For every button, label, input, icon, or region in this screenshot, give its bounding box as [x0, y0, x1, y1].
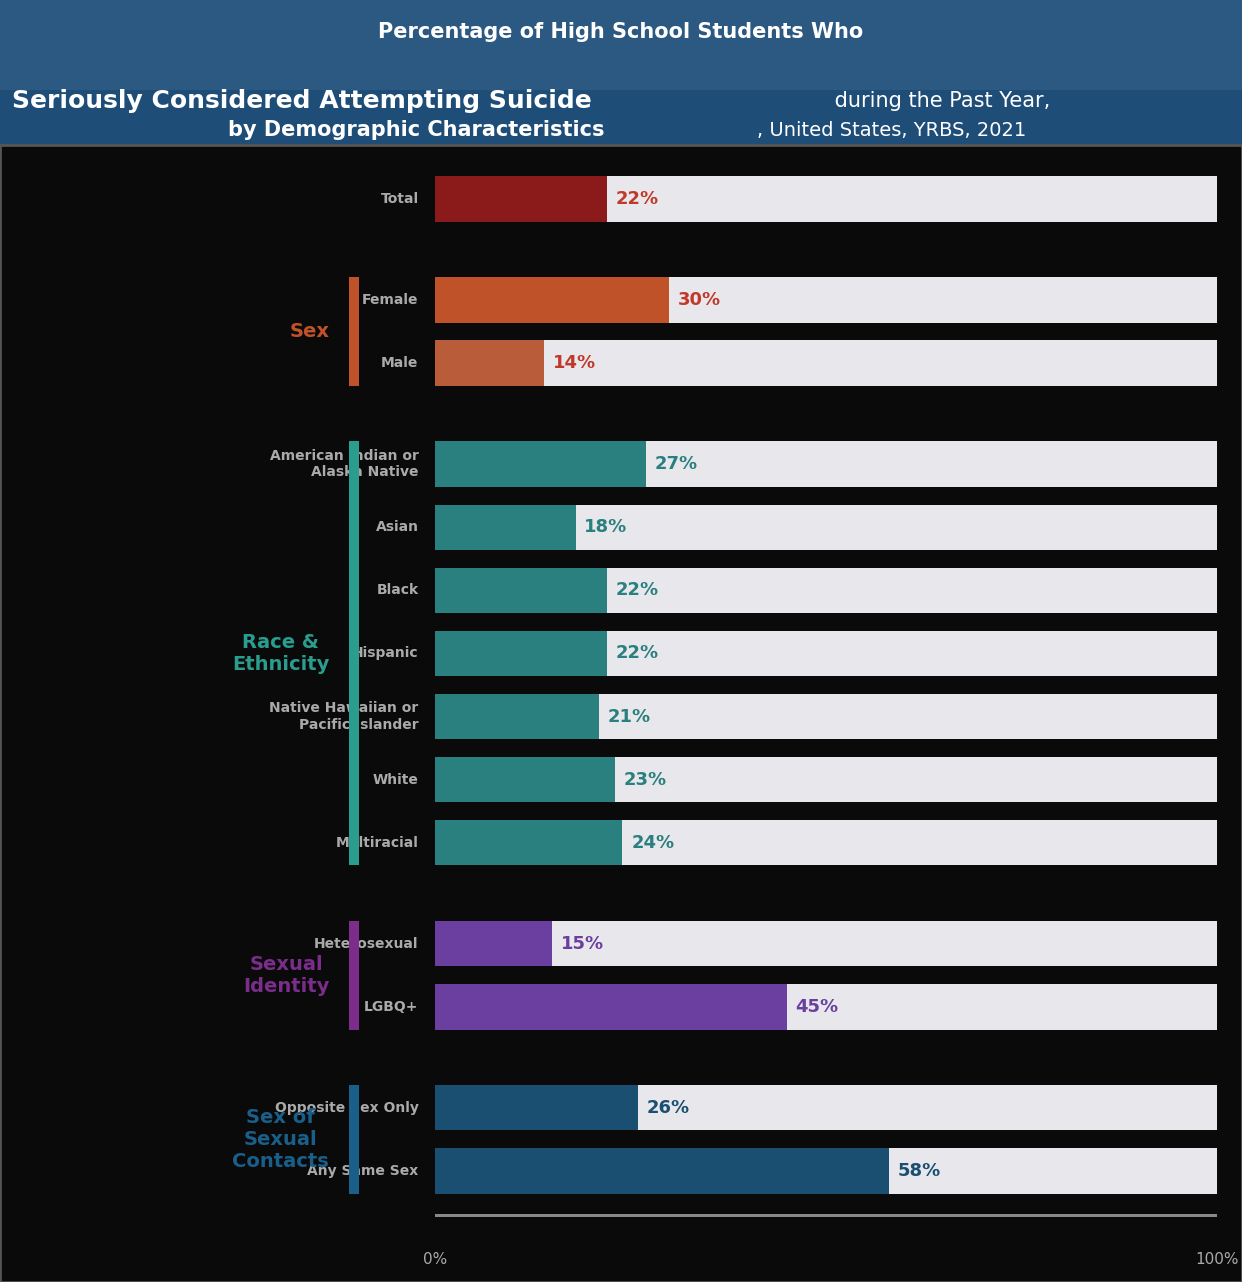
Bar	[435, 820, 1217, 865]
Bar	[435, 1149, 888, 1194]
Text: 100%: 100%	[1195, 1251, 1240, 1267]
Bar	[435, 985, 1217, 1029]
Bar	[435, 694, 599, 740]
Text: Asian: Asian	[375, 520, 419, 535]
Text: Race &
Ethnicity: Race & Ethnicity	[232, 633, 329, 674]
Text: 22%: 22%	[616, 645, 658, 663]
Bar	[349, 441, 359, 865]
Bar	[435, 756, 1217, 803]
Bar	[435, 568, 1217, 613]
Bar	[435, 441, 1217, 487]
Text: Hispanic: Hispanic	[351, 646, 419, 660]
Text: Any Same Sex: Any Same Sex	[307, 1164, 419, 1178]
Text: by Demographic Characteristics: by Demographic Characteristics	[227, 121, 605, 141]
Text: Male: Male	[381, 356, 419, 370]
Text: 27%: 27%	[655, 455, 698, 473]
Bar	[435, 631, 607, 676]
Bar	[435, 920, 551, 967]
Text: Sexual
Identity: Sexual Identity	[242, 955, 329, 996]
Bar	[435, 441, 646, 487]
Bar	[435, 341, 544, 386]
Bar	[349, 277, 359, 386]
Bar	[435, 177, 607, 222]
Text: 22%: 22%	[616, 190, 658, 208]
Text: Opposite Sex Only: Opposite Sex Only	[274, 1101, 419, 1115]
Text: , United States, YRBS, 2021: , United States, YRBS, 2021	[758, 121, 1026, 140]
Bar	[435, 756, 615, 803]
Text: 23%: 23%	[623, 770, 667, 788]
Text: Total: Total	[380, 192, 419, 206]
Bar	[435, 1085, 1217, 1131]
Bar	[0, 0, 1242, 90]
Bar	[435, 985, 787, 1029]
Bar	[435, 505, 575, 550]
Text: 18%: 18%	[584, 518, 627, 536]
Bar	[435, 277, 1217, 323]
Text: during the Past Year,: during the Past Year,	[828, 91, 1049, 112]
Bar	[435, 920, 1217, 967]
Bar	[435, 277, 669, 323]
Text: Heterosexual: Heterosexual	[314, 937, 419, 951]
Bar	[349, 1085, 359, 1194]
Text: 21%: 21%	[607, 708, 651, 726]
Bar	[435, 820, 622, 865]
Bar	[435, 631, 1217, 676]
Bar	[435, 1214, 1217, 1217]
Text: 0%: 0%	[422, 1251, 447, 1267]
Text: Native Hawaiian or
Pacific Islander: Native Hawaiian or Pacific Islander	[270, 701, 419, 732]
Bar	[435, 341, 1217, 386]
Text: American Indian or
Alaska Native: American Indian or Alaska Native	[270, 449, 419, 479]
Bar	[349, 920, 359, 1029]
Text: Seriously Considered Attempting Suicide: Seriously Considered Attempting Suicide	[12, 90, 591, 113]
Text: Sex: Sex	[289, 322, 329, 341]
Text: LGBQ+: LGBQ+	[364, 1000, 419, 1014]
Text: Multiracial: Multiracial	[335, 836, 419, 850]
Text: Female: Female	[363, 294, 419, 308]
Text: Black: Black	[376, 583, 419, 597]
Bar	[435, 177, 1217, 222]
Text: 45%: 45%	[795, 997, 838, 1015]
Text: 22%: 22%	[616, 581, 658, 600]
Bar	[435, 694, 1217, 740]
Bar	[0, 90, 1242, 145]
Text: 26%: 26%	[647, 1099, 691, 1117]
Bar	[435, 1085, 638, 1131]
Text: 14%: 14%	[553, 354, 596, 372]
Bar	[435, 505, 1217, 550]
Text: Percentage of High School Students Who: Percentage of High School Students Who	[379, 22, 863, 42]
Text: 58%: 58%	[897, 1161, 940, 1179]
Bar	[435, 1149, 1217, 1194]
Text: 15%: 15%	[560, 935, 604, 953]
Text: White: White	[373, 773, 419, 787]
Text: Sex of
Sexual
Contacts: Sex of Sexual Contacts	[232, 1108, 329, 1170]
Bar	[435, 568, 607, 613]
Text: 24%: 24%	[631, 833, 674, 851]
Text: 30%: 30%	[678, 291, 722, 309]
